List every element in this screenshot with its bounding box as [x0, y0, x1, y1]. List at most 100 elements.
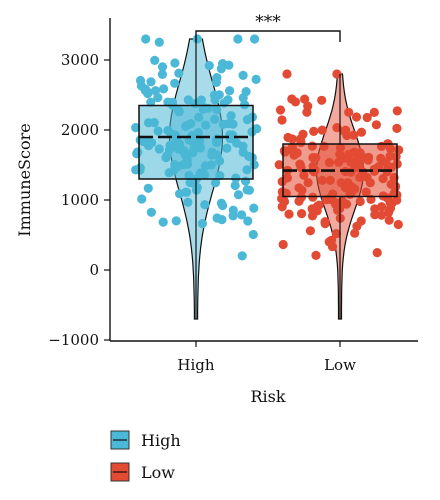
data-point	[241, 87, 251, 97]
data-point	[143, 88, 153, 99]
data-point	[171, 216, 181, 226]
data-point	[204, 61, 214, 71]
legend-label-high: High	[141, 431, 181, 450]
y-tick-label: 1000	[61, 191, 99, 209]
x-tick-label: Low	[324, 356, 356, 374]
data-point	[146, 207, 156, 217]
data-point	[282, 69, 292, 79]
data-point	[211, 178, 221, 188]
data-point	[249, 203, 259, 213]
data-point	[251, 74, 261, 84]
data-point	[230, 180, 240, 191]
data-point	[307, 211, 318, 221]
data-point	[349, 130, 359, 140]
data-point	[192, 34, 202, 44]
data-point	[197, 219, 207, 229]
data-point	[159, 84, 169, 94]
data-point	[332, 123, 342, 133]
x-tick-label: High	[177, 356, 214, 374]
data-point	[135, 75, 146, 86]
data-point	[369, 107, 379, 117]
data-point	[278, 239, 288, 250]
data-point	[324, 237, 334, 247]
data-point	[331, 229, 341, 239]
data-point	[376, 210, 387, 220]
data-point	[158, 217, 168, 227]
data-point	[287, 134, 297, 144]
data-point	[163, 97, 173, 107]
data-point	[392, 195, 402, 205]
data-point	[146, 77, 156, 87]
data-point	[392, 123, 402, 133]
data-point	[153, 93, 163, 103]
data-point	[228, 205, 238, 215]
legend: High Low	[110, 430, 181, 482]
data-point	[243, 216, 253, 226]
data-point	[351, 112, 362, 122]
data-point	[150, 55, 160, 65]
significance-label: ***	[255, 12, 281, 32]
data-point	[356, 216, 366, 226]
data-point	[284, 209, 294, 219]
data-point	[209, 90, 220, 100]
data-point	[237, 210, 247, 220]
data-point	[212, 73, 222, 83]
data-point	[314, 200, 324, 210]
y-ticks: −1000 0 1000 2000 3000	[48, 51, 110, 349]
data-point	[137, 194, 147, 204]
data-point	[154, 37, 164, 47]
data-point	[317, 95, 327, 105]
legend-label-low: Low	[141, 463, 175, 482]
data-point	[131, 165, 141, 175]
data-point	[183, 197, 193, 207]
data-point	[275, 105, 286, 115]
data-point	[296, 134, 306, 144]
data-point	[362, 112, 372, 123]
data-point	[157, 69, 167, 79]
data-point	[170, 78, 180, 88]
data-point	[279, 196, 290, 207]
boxes	[138, 39, 398, 319]
data-point	[300, 94, 310, 104]
data-point	[370, 210, 380, 220]
data-point	[317, 125, 327, 135]
data-point	[244, 185, 254, 195]
x-ticks: High Low	[177, 341, 356, 374]
y-tick-label: 2000	[61, 121, 99, 139]
data-point	[287, 94, 297, 104]
data-point	[297, 209, 307, 219]
data-point	[174, 68, 184, 78]
data-point	[356, 127, 367, 137]
data-point	[170, 58, 180, 68]
data-point	[200, 200, 210, 210]
data-point	[146, 97, 156, 107]
data-point	[223, 95, 233, 105]
y-tick-label: 0	[89, 261, 99, 279]
data-point	[371, 120, 381, 130]
data-point	[355, 196, 365, 207]
data-point	[238, 70, 248, 80]
x-axis-title: Risk	[250, 387, 285, 406]
data-point	[150, 86, 161, 96]
data-point	[175, 189, 185, 199]
data-point	[342, 130, 352, 141]
data-point	[377, 202, 387, 212]
data-point	[384, 215, 394, 225]
data-point	[392, 106, 402, 116]
data-point	[157, 62, 168, 72]
data-point	[233, 190, 244, 200]
data-point	[320, 217, 330, 227]
data-point	[277, 115, 287, 125]
data-point	[183, 95, 193, 105]
data-point	[305, 226, 315, 236]
data-point	[350, 228, 360, 238]
data-point	[344, 107, 354, 117]
data-point	[237, 251, 247, 261]
data-point	[302, 107, 312, 117]
data-point	[248, 229, 258, 240]
box-high	[138, 104, 254, 180]
data-point	[250, 34, 260, 44]
data-point	[332, 69, 342, 79]
data-point	[311, 250, 321, 260]
